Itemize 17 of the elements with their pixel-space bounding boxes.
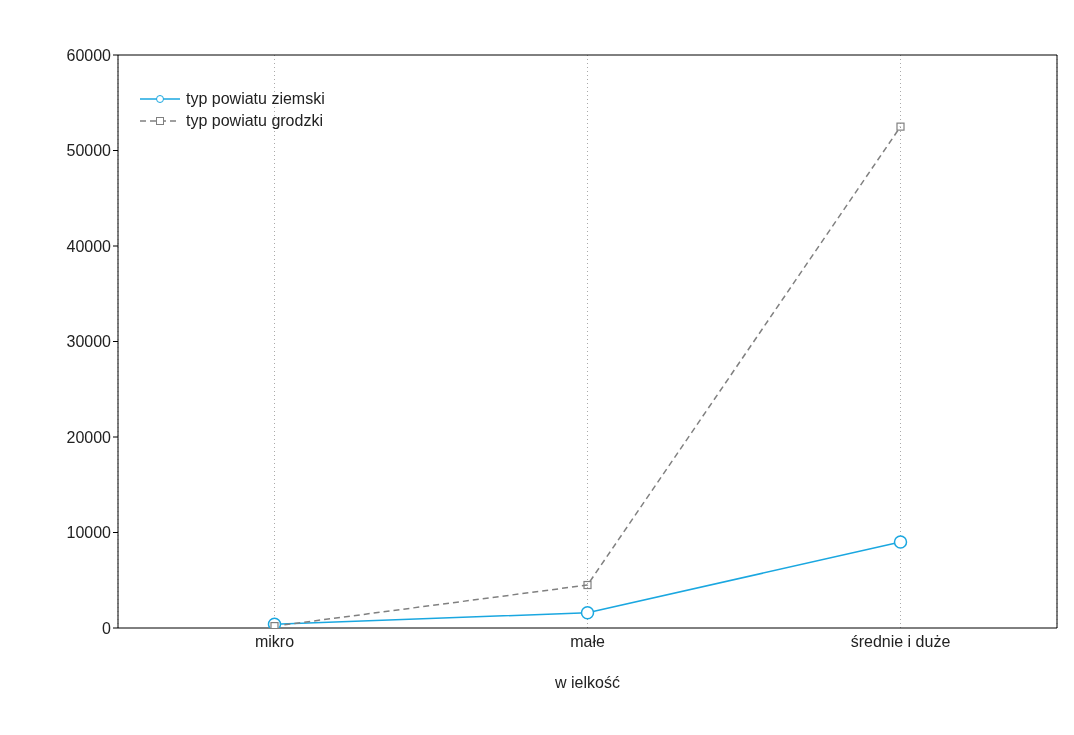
y-tick-label: 50000: [66, 142, 112, 160]
x-tick-label: małe: [570, 633, 605, 651]
x-tick-label: średnie i duże: [850, 633, 951, 651]
point: [896, 122, 905, 131]
y-tick-label: 20000: [66, 428, 112, 446]
y-tick-label: 0: [102, 619, 112, 637]
legend-label: typ powiatu grodzki: [186, 112, 323, 130]
y-tick-label: 40000: [66, 237, 112, 255]
point: [580, 605, 595, 620]
legend-label: typ powiatu ziemski: [186, 90, 325, 108]
x-axis-title: w ielkość: [554, 674, 620, 691]
x-tick-label: mikro: [254, 633, 295, 651]
y-tick-label: 10000: [66, 524, 112, 542]
point: [893, 535, 908, 549]
y-tick-label: 60000: [66, 46, 112, 64]
y-tick-label: 30000: [66, 333, 112, 351]
point: [583, 580, 592, 590]
